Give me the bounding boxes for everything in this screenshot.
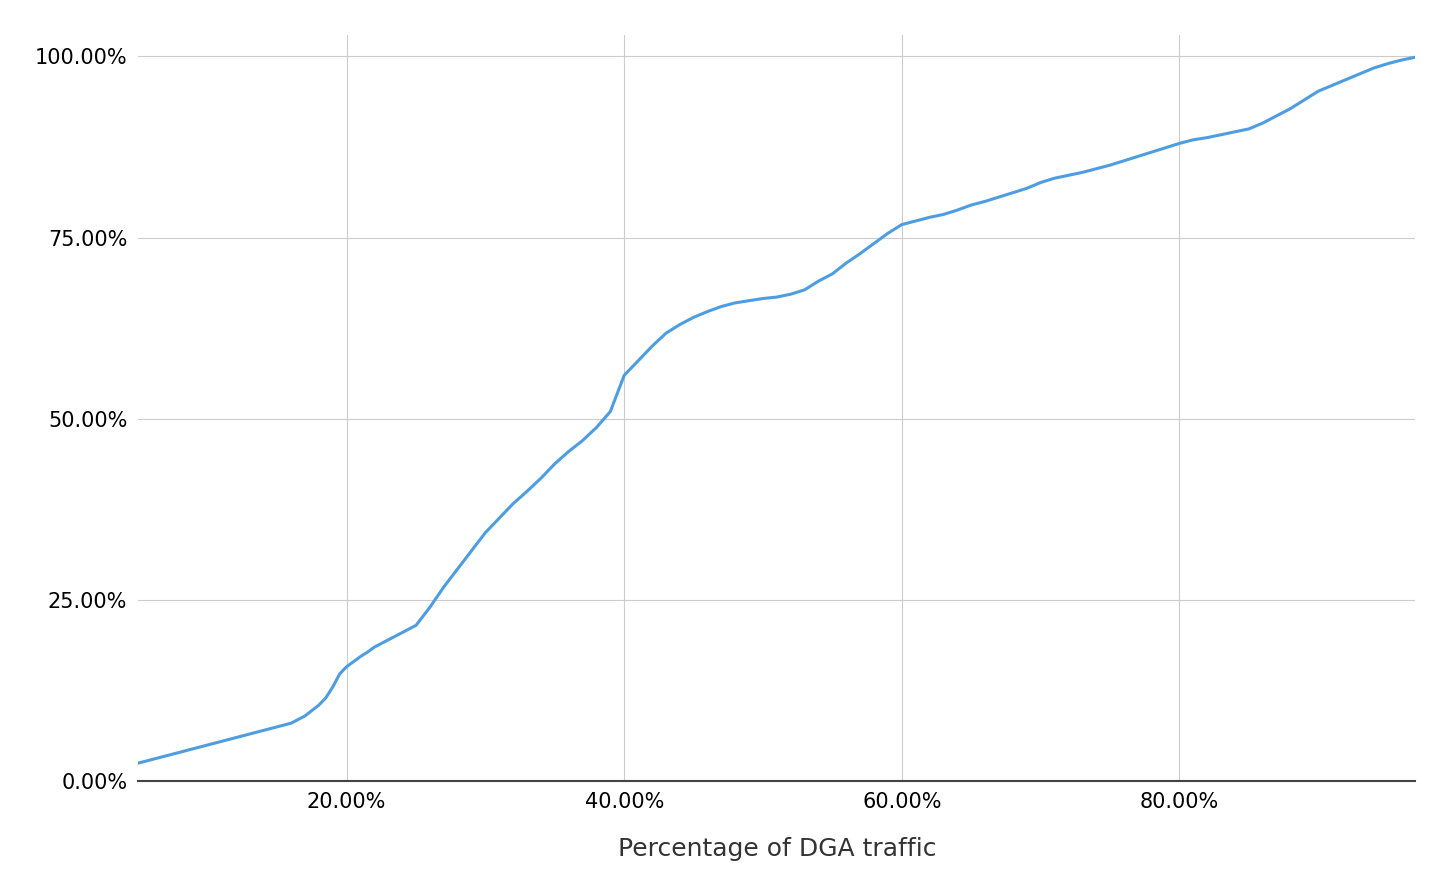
X-axis label: Percentage of DGA traffic: Percentage of DGA traffic [618, 837, 937, 861]
